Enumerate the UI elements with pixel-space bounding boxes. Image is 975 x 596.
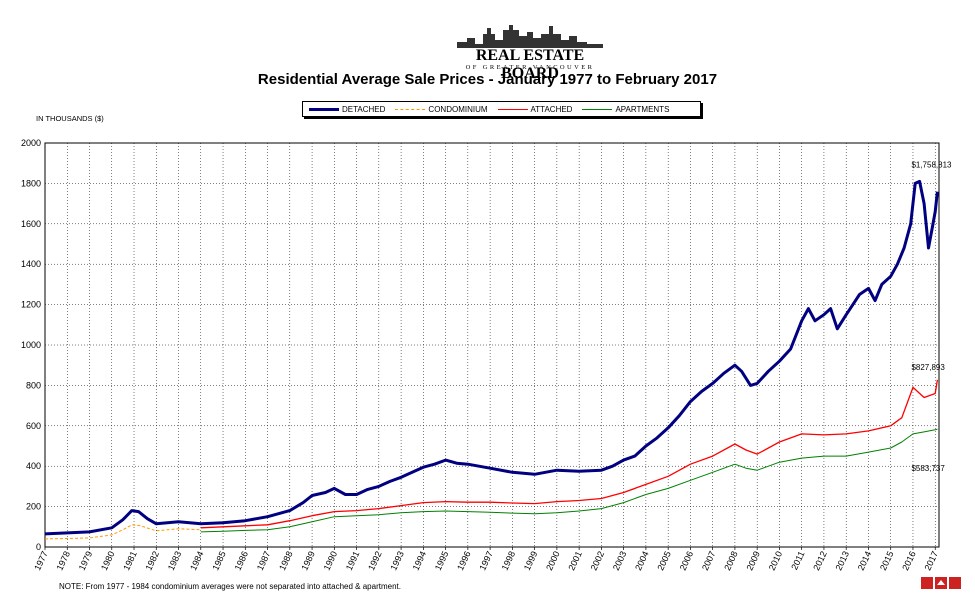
x-tick-label: 2012 bbox=[811, 550, 829, 572]
chart-title: Residential Average Sale Prices - Januar… bbox=[257, 71, 718, 88]
legend-item-detached: DETACHED bbox=[309, 105, 385, 114]
x-tick-label: 1979 bbox=[77, 550, 95, 572]
y-tick-label: 2000 bbox=[21, 138, 41, 148]
series-line-apartments bbox=[200, 428, 938, 533]
y-tick-label: 1000 bbox=[21, 340, 41, 350]
x-tick-label: 2001 bbox=[566, 550, 584, 572]
y-tick-label: 1800 bbox=[21, 178, 41, 188]
x-tick-label: 1984 bbox=[188, 550, 206, 572]
x-tick-label: 1997 bbox=[477, 550, 495, 572]
x-tick-label: 1995 bbox=[433, 550, 451, 572]
series-line-attached bbox=[200, 379, 939, 529]
x-tick-label: 1994 bbox=[411, 550, 429, 572]
y-tick-label: 1200 bbox=[21, 300, 41, 310]
x-tick-label: 1991 bbox=[344, 550, 362, 572]
x-tick-label: 2002 bbox=[589, 550, 607, 572]
x-tick-label: 2003 bbox=[611, 550, 629, 572]
y-tick-label: 800 bbox=[26, 380, 41, 390]
legend-swatch-condominium bbox=[395, 108, 426, 110]
legend-label-attached: ATTACHED bbox=[530, 104, 573, 114]
mls-badge-icon bbox=[921, 577, 961, 589]
x-tick-label: 1998 bbox=[500, 550, 518, 572]
y-tick-label: 400 bbox=[26, 461, 41, 471]
x-tick-label: 2011 bbox=[789, 550, 806, 572]
x-tick-label: 1981 bbox=[121, 550, 139, 572]
x-tick-label: 1993 bbox=[388, 550, 406, 572]
data-label-attached: $827,893 bbox=[911, 363, 945, 372]
x-tick-label: 2015 bbox=[878, 550, 896, 572]
x-tick-label: 2010 bbox=[767, 550, 785, 572]
x-tick-label: 2013 bbox=[833, 550, 851, 572]
x-tick-label: 2004 bbox=[633, 550, 651, 572]
x-tick-label: 1990 bbox=[322, 550, 340, 572]
real-estate-board-logo: REAL ESTATE BOARD OF GREATER VANCOUVER bbox=[445, 22, 615, 82]
y-tick-label: 0 bbox=[36, 542, 41, 552]
legend-swatch-detached bbox=[309, 107, 339, 111]
footnote: NOTE: From 1977 - 1984 condominium avera… bbox=[59, 582, 401, 591]
logo-subtitle: OF GREATER VANCOUVER bbox=[465, 64, 595, 71]
y-tick-label: 1600 bbox=[21, 219, 41, 229]
legend-swatch-attached bbox=[497, 108, 528, 110]
x-tick-label: 2009 bbox=[744, 550, 762, 572]
chart-legend: DETACHED CONDOMINIUM ATTACHED APARTMENTS bbox=[302, 101, 701, 117]
series-line-condominium bbox=[44, 524, 201, 540]
x-tick-label: 1985 bbox=[210, 550, 228, 572]
legend-label-detached: DETACHED bbox=[342, 104, 386, 114]
y-tick-label: 600 bbox=[26, 421, 41, 431]
x-tick-label: 1978 bbox=[55, 550, 73, 572]
legend-item-apartments: APARTMENTS bbox=[582, 105, 669, 114]
legend-swatch-apartments bbox=[582, 108, 613, 110]
legend-label-apartments: APARTMENTS bbox=[615, 104, 670, 114]
x-tick-label: 1989 bbox=[299, 550, 317, 572]
x-tick-label: 2016 bbox=[900, 550, 918, 572]
x-tick-label: 1999 bbox=[522, 550, 540, 572]
data-label-apartments: $583,737 bbox=[911, 464, 945, 473]
x-tick-label: 1980 bbox=[99, 550, 117, 572]
series-line-detached bbox=[44, 179, 939, 536]
x-tick-label: 1983 bbox=[166, 550, 184, 572]
x-tick-label: 2005 bbox=[655, 550, 673, 572]
logo-name: REAL ESTATE BOARD bbox=[475, 47, 585, 82]
x-tick-label: 1992 bbox=[366, 550, 384, 572]
x-tick-label: 1988 bbox=[277, 550, 295, 572]
y-tick-label: 200 bbox=[26, 502, 41, 512]
x-tick-label: 2006 bbox=[678, 550, 696, 572]
x-tick-label: 1982 bbox=[144, 550, 162, 572]
x-tick-label: 2007 bbox=[700, 550, 718, 572]
x-tick-label: 1996 bbox=[455, 550, 473, 572]
y-axis-units-label: IN THOUSANDS ($) bbox=[36, 114, 104, 123]
legend-item-condominium: CONDOMINIUM bbox=[395, 104, 488, 114]
x-tick-label: 2017 bbox=[923, 550, 941, 572]
legend-item-attached: ATTACHED bbox=[497, 104, 573, 114]
y-tick-label: 1400 bbox=[21, 259, 41, 269]
x-tick-label: 1987 bbox=[255, 550, 273, 572]
x-tick-label: 1986 bbox=[233, 550, 251, 572]
x-tick-label: 2000 bbox=[544, 550, 562, 572]
legend-label-condominium: CONDOMINIUM bbox=[428, 104, 488, 114]
x-tick-label: 2014 bbox=[856, 550, 874, 572]
x-tick-label: 2008 bbox=[722, 550, 740, 572]
x-tick-label: 1977 bbox=[32, 550, 50, 572]
data-label-detached: $1,758,813 bbox=[911, 161, 952, 170]
city-skyline-icon bbox=[457, 25, 603, 48]
